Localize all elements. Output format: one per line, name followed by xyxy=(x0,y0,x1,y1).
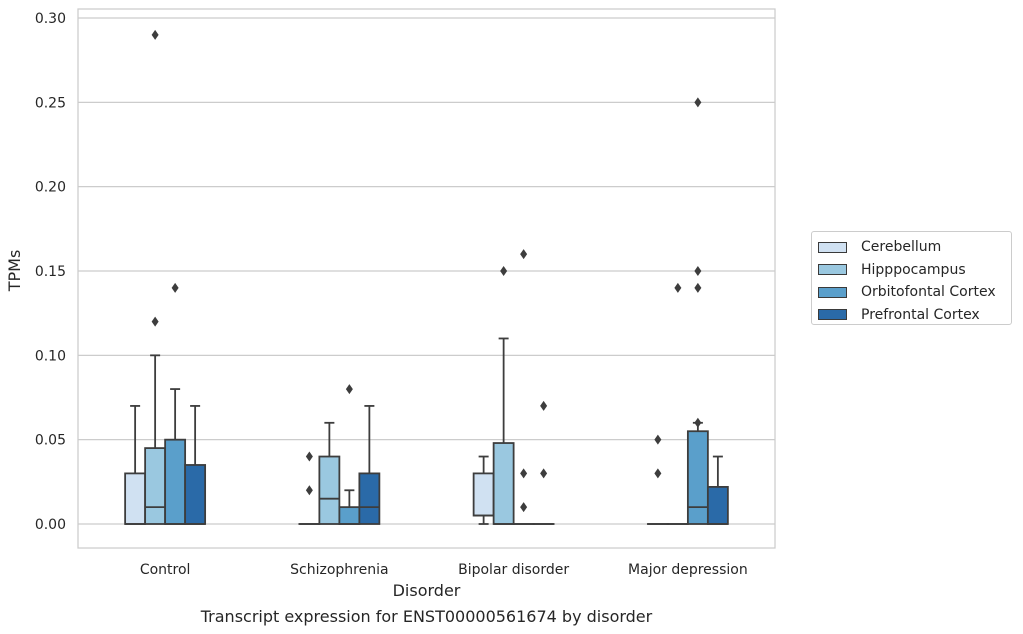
x-tick-label: Bipolar disorder xyxy=(458,562,569,578)
box-cerebellum xyxy=(298,451,321,525)
legend-swatch xyxy=(818,241,847,253)
legend-swatch xyxy=(818,309,847,321)
x-tick-label: Major depression xyxy=(628,562,748,578)
outlier-point xyxy=(345,384,353,395)
box-hipppocampus xyxy=(144,29,167,525)
legend-label: Orbitofontal Cortex xyxy=(861,284,996,301)
box-cerebellum xyxy=(472,455,495,525)
outlier-point xyxy=(151,316,159,327)
box-iqr xyxy=(492,442,515,525)
box-orbitofontal-cortex xyxy=(512,249,535,525)
legend: Cerebellum Hipppocampus Orbitofontal Corte… xyxy=(811,231,1012,325)
x-axis-ticks: Control Schizophrenia Bipolar disorder Majo… xyxy=(140,562,748,578)
box-iqr xyxy=(358,472,381,525)
box-prefrontal-cortex xyxy=(184,405,207,525)
outlier-point xyxy=(520,249,528,260)
box-prefrontal-cortex xyxy=(706,455,729,525)
outlier-point xyxy=(305,485,313,496)
box-orbitofontal-cortex xyxy=(686,97,709,525)
box-hipppocampus xyxy=(492,266,515,525)
y-tick-label: 0.15 xyxy=(35,264,66,280)
box-iqr xyxy=(706,485,729,525)
legend-label: Cerebellum xyxy=(861,239,942,256)
y-axis-label: TPMs xyxy=(5,250,24,293)
legend-label: Hipppocampus xyxy=(861,261,966,278)
chart-title: Transcript expression for ENST0000056167… xyxy=(200,607,653,626)
outlier-point xyxy=(694,266,702,276)
outlier-point xyxy=(694,282,702,293)
outlier-point xyxy=(654,468,662,479)
legend-item: Hipppocampus xyxy=(818,259,1011,282)
box-hipppocampus xyxy=(666,282,689,525)
plot-area-frame xyxy=(77,8,776,549)
box-iqr xyxy=(124,472,147,525)
outlier-point xyxy=(694,97,702,108)
outlier-point xyxy=(694,417,702,428)
legend-item: Orbitofontal Cortex xyxy=(818,281,1011,304)
box-groups xyxy=(124,29,729,525)
outlier-point xyxy=(171,282,179,293)
x-tick-label: Schizophrenia xyxy=(290,562,388,578)
box-cerebellum xyxy=(124,405,147,525)
outlier-point xyxy=(674,282,682,293)
outlier-point xyxy=(654,434,662,445)
legend-item: Cerebellum xyxy=(818,236,1011,259)
grid-lines xyxy=(78,17,775,525)
box-prefrontal-cortex xyxy=(358,405,381,525)
y-tick-label: 0.30 xyxy=(35,11,66,27)
y-tick-label: 0.05 xyxy=(35,433,66,449)
outlier-point xyxy=(500,266,508,276)
y-tick-label: 0.20 xyxy=(35,180,66,196)
legend-item: Prefrontal Cortex xyxy=(818,304,1011,327)
y-tick-label: 0.25 xyxy=(35,95,66,111)
outlier-point xyxy=(540,400,548,411)
box-iqr xyxy=(184,464,207,525)
outlier-point xyxy=(151,29,159,40)
legend-label: Prefrontal Cortex xyxy=(861,306,980,323)
y-tick-label: 0.00 xyxy=(35,517,66,533)
y-tick-label: 0.10 xyxy=(35,348,66,364)
x-axis-label: Disorder xyxy=(393,581,461,600)
legend-swatch xyxy=(818,286,847,298)
box-prefrontal-cortex xyxy=(532,400,555,525)
box-orbitofontal-cortex xyxy=(164,282,187,525)
outlier-point xyxy=(305,451,313,462)
y-axis-ticks: 0.00 0.05 0.10 0.15 0.20 0.25 0.30 xyxy=(35,11,66,533)
box-hipppocampus xyxy=(318,421,341,525)
box-iqr xyxy=(144,447,167,525)
box-iqr xyxy=(318,455,341,525)
box-iqr xyxy=(164,438,187,525)
outlier-point xyxy=(520,502,528,513)
outlier-point xyxy=(520,468,528,479)
box-iqr xyxy=(472,472,495,517)
legend-swatch xyxy=(818,264,847,276)
x-tick-label: Control xyxy=(140,562,191,578)
box-orbitofontal-cortex xyxy=(338,384,361,525)
box-cerebellum xyxy=(646,434,669,525)
box-iqr xyxy=(338,506,361,525)
outlier-point xyxy=(540,468,548,479)
box-iqr xyxy=(686,430,709,525)
